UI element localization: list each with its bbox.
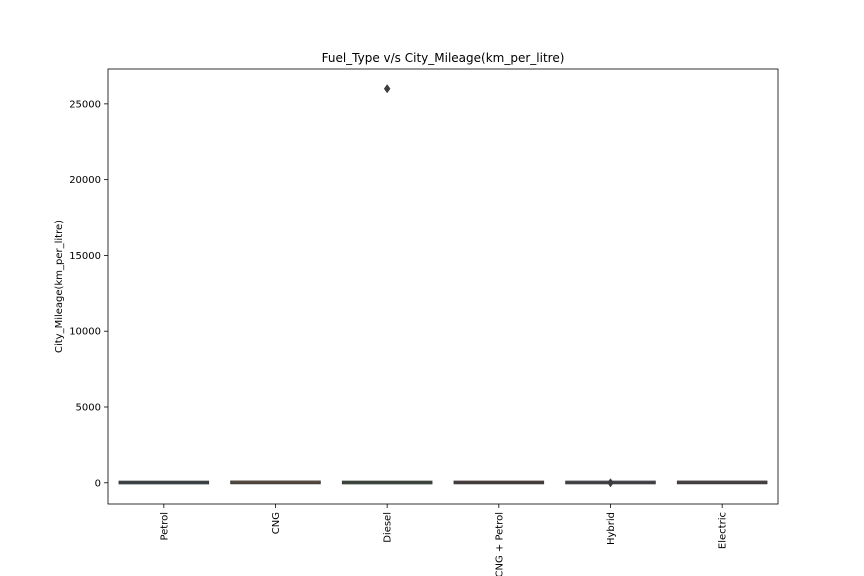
y-tick-label: 25000 (69, 99, 101, 110)
x-tick-label: Hybrid (606, 512, 617, 545)
y-tick-label: 10000 (69, 327, 101, 338)
plot-area: 0 5000 10000 15000 20000 25000 Petrol CNG Diesel… (69, 68, 779, 576)
y-tick-label: 20000 (69, 175, 101, 186)
axes-frame (107, 68, 779, 505)
y-axis-label: City_Mileage(km_per_litre) (54, 220, 65, 353)
y-tick-label: 15000 (69, 251, 101, 262)
y-tick-label: 5000 (76, 402, 101, 413)
x-tick-label: Diesel (383, 512, 394, 543)
x-tick-label: Electric (718, 512, 729, 549)
x-tick-label: CNG (271, 512, 282, 534)
outlier-point (383, 84, 391, 94)
x-tick-label: CNG + Petrol (494, 512, 505, 576)
outlier-point (607, 478, 614, 488)
x-tick-label: Petrol (159, 512, 170, 541)
y-tick-label: 0 (95, 478, 101, 489)
chart-title: Fuel_Type v/s City_Mileage(km_per_litre) (322, 51, 565, 65)
